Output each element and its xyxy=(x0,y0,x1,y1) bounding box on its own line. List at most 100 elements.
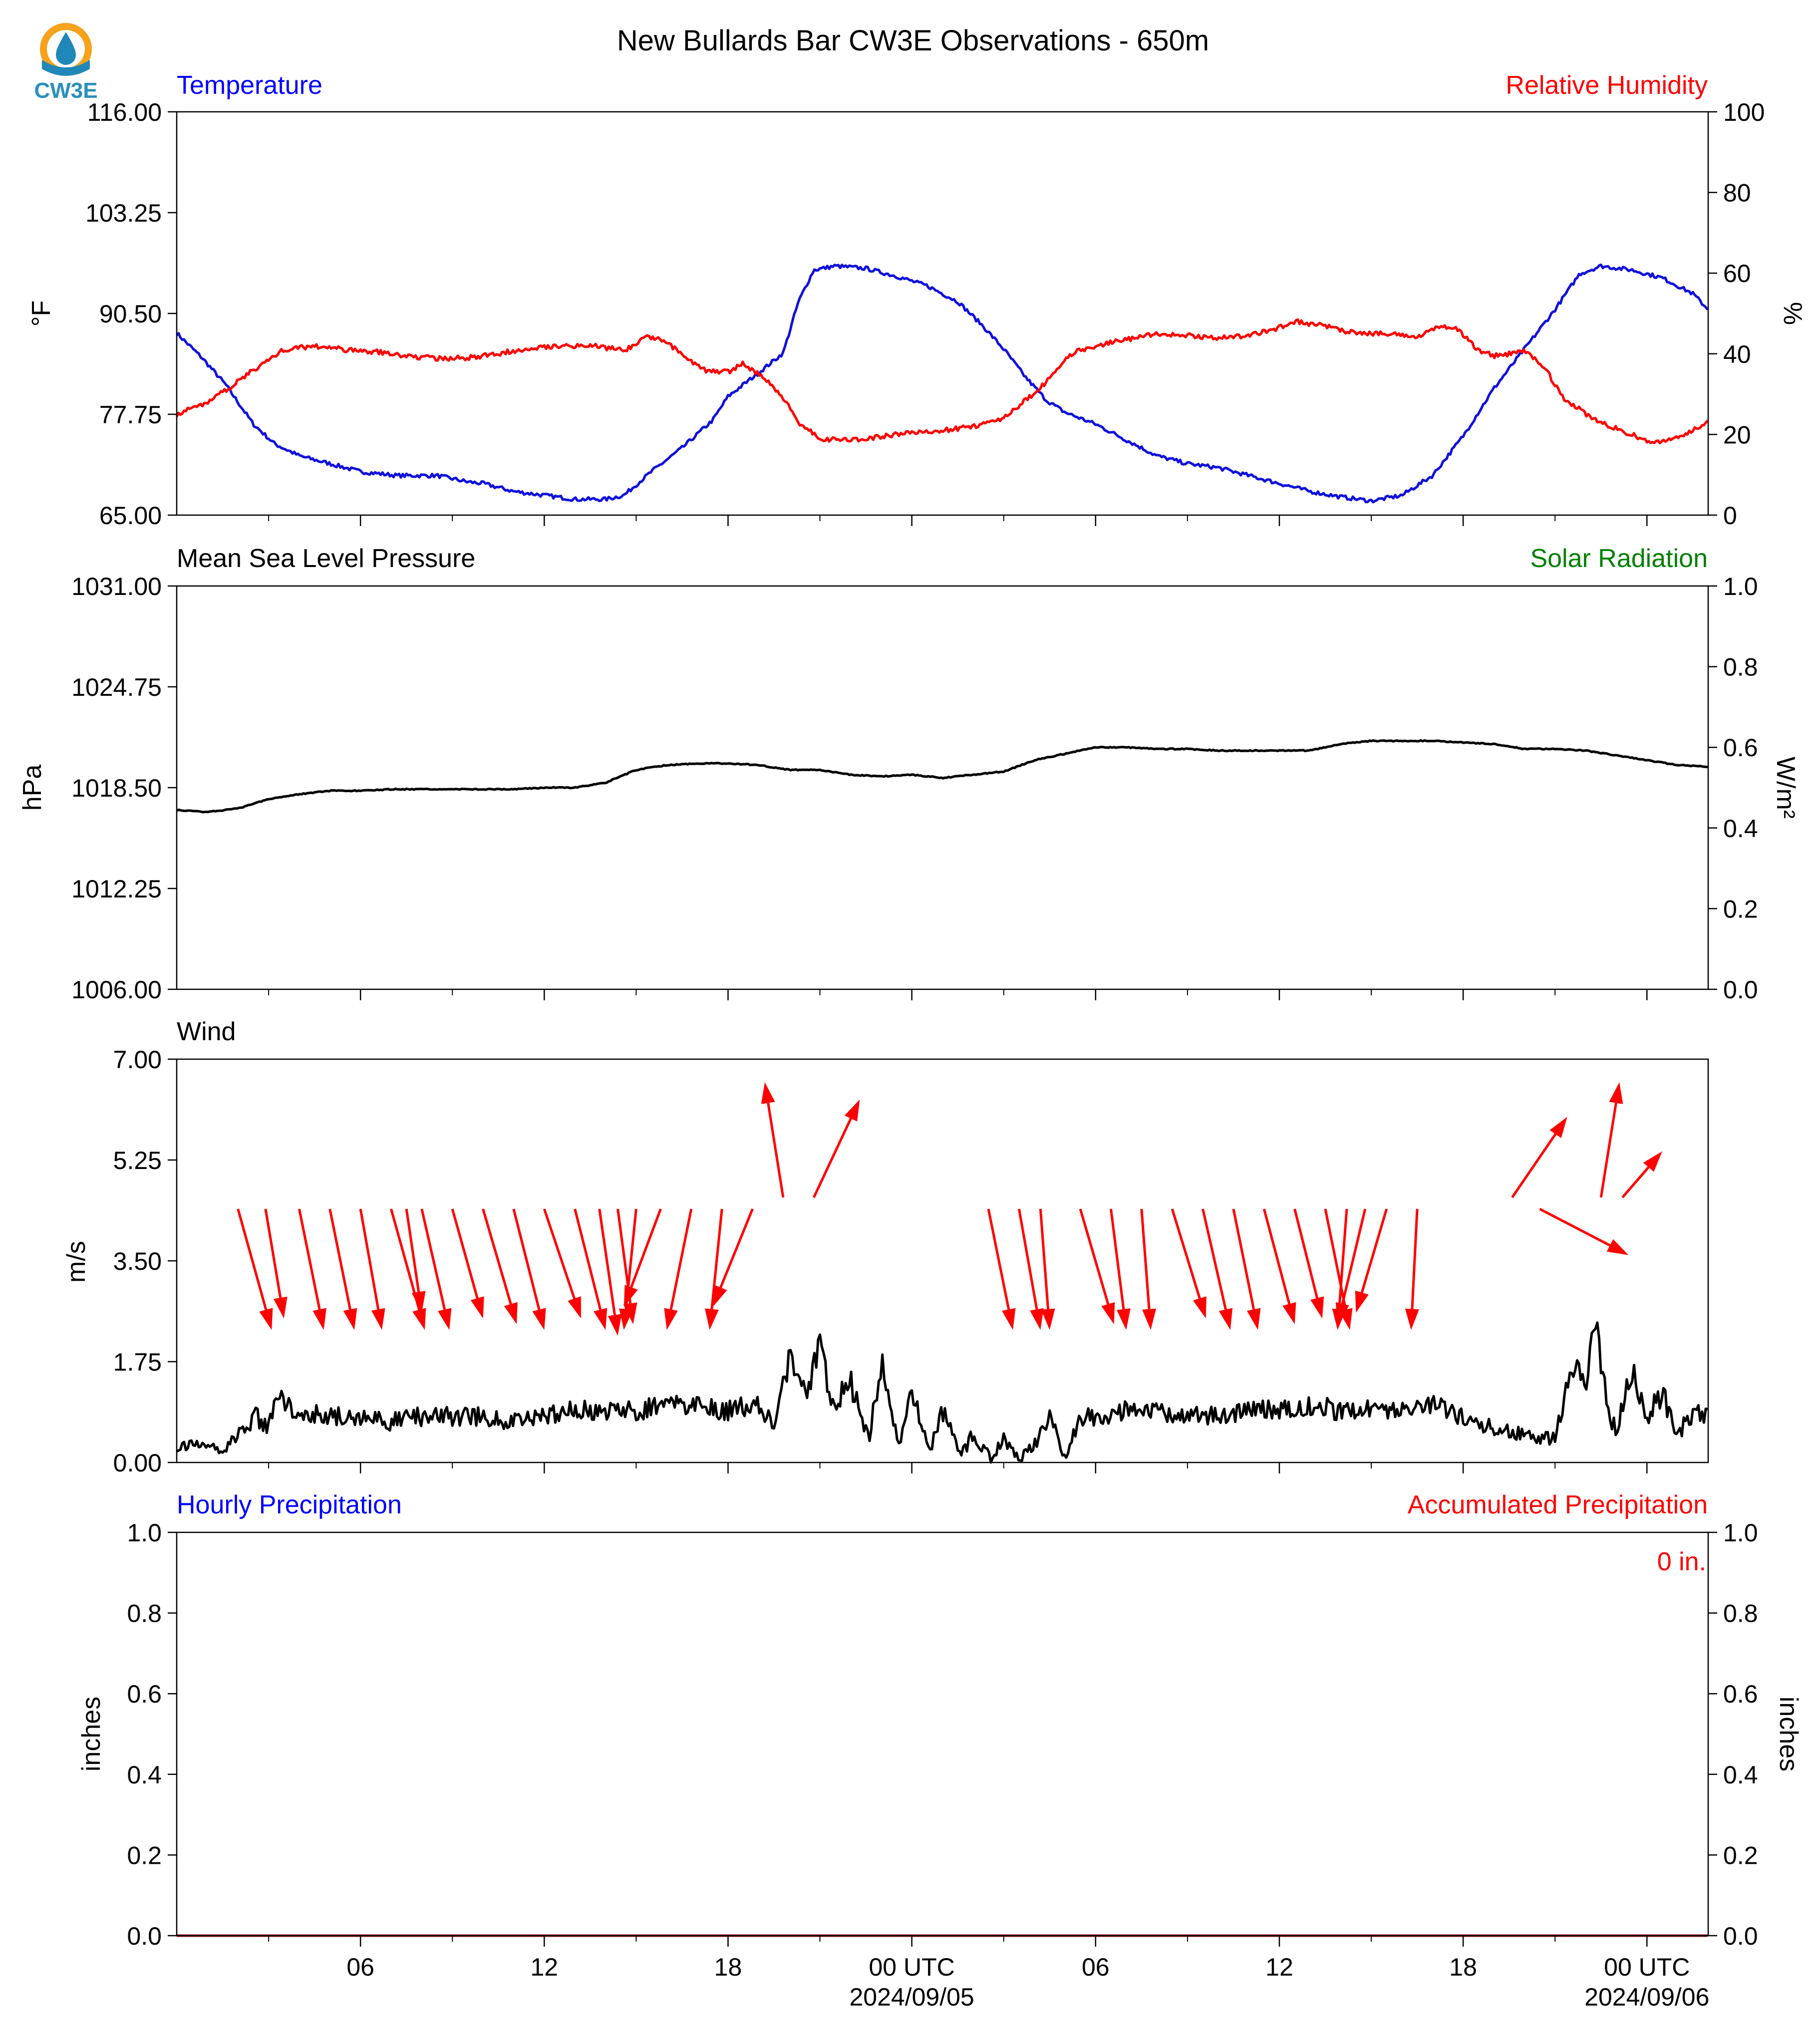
y-tick-label-left: 77.75 xyxy=(99,401,162,429)
wind-arrow-head xyxy=(623,1285,638,1307)
wind-arrow-shaft xyxy=(1079,1208,1110,1305)
wind-arrow xyxy=(1621,1151,1662,1198)
wind-arrow-head xyxy=(343,1308,357,1330)
wind-arrow xyxy=(237,1208,273,1330)
wind-arrow-shaft xyxy=(574,1208,602,1310)
plot-frame xyxy=(176,111,1709,516)
wind-arrow-head xyxy=(1101,1302,1115,1324)
wind-arrow-shaft xyxy=(813,1118,852,1198)
wind-arrow-shaft xyxy=(405,1208,420,1292)
cw3e-logo: CW3E xyxy=(34,23,98,103)
x-tick-label: 12 xyxy=(531,1953,559,1981)
y-tick-label-left: 1031.00 xyxy=(71,573,162,600)
y-tick-label-right: 100 xyxy=(1723,98,1765,126)
y-tick-label-left: 103.25 xyxy=(85,199,162,227)
accumulated-total-label: 0 in. xyxy=(1657,1547,1706,1576)
wind-arrow-head xyxy=(412,1308,426,1330)
y-tick-label-right: 0.4 xyxy=(1723,1761,1758,1789)
x-tick-label: 12 xyxy=(1265,1953,1293,1981)
wind-arrow-shaft xyxy=(719,1208,754,1288)
wind-arrow-shaft xyxy=(1360,1208,1388,1293)
wind-arrow-shaft xyxy=(630,1208,662,1288)
y-tick-label-right: 0.6 xyxy=(1723,734,1758,762)
wind-arrow-head xyxy=(619,1308,633,1330)
y-axis-label-left: m/s xyxy=(62,1241,91,1283)
wind-arrow-shaft xyxy=(328,1208,352,1310)
wind-arrow xyxy=(664,1208,693,1330)
x-tick-label: 00 UTC xyxy=(1604,1953,1690,1981)
y-tick-labels-left: 0.0 0.2 0.4 0.6 0.8 1.0 xyxy=(127,1519,177,1950)
panel-title-right: Solar Radiation xyxy=(1530,544,1708,573)
y-tick-labels-right: 0.0 0.2 0.4 0.6 0.8 1.0 xyxy=(1708,573,1758,1004)
wind-arrow-shaft xyxy=(598,1208,616,1315)
wind-arrow-shaft xyxy=(264,1208,282,1298)
x-tick-label: 18 xyxy=(714,1953,742,1981)
wind-arrow xyxy=(298,1208,326,1330)
y-tick-label-right: 0 xyxy=(1723,502,1737,530)
wind-arrow-head xyxy=(1218,1308,1233,1330)
panel-pressure-solar: Mean Sea Level Pressure Solar Radiation … xyxy=(18,544,1800,1004)
y-tick-label-left: 5.25 xyxy=(113,1147,162,1174)
wind-arrow xyxy=(987,1208,1016,1330)
wind-arrow-shaft xyxy=(1621,1166,1650,1198)
wind-arrow-head xyxy=(704,1308,719,1330)
panel-temperature-humidity: Temperature Relative Humidity 65.00 77.75… xyxy=(27,71,1807,530)
wind-arrow xyxy=(813,1099,860,1198)
series-group xyxy=(176,739,1708,814)
x-ticks xyxy=(268,1462,1648,1473)
y-tick-label-right: 1.0 xyxy=(1723,573,1758,600)
x-ticks xyxy=(268,989,1648,1000)
y-axis-label-left: hPa xyxy=(18,765,47,811)
wind-arrow xyxy=(328,1208,357,1330)
wind-arrow-shaft xyxy=(420,1208,446,1310)
wind-vectors xyxy=(237,1082,1662,1336)
x-ticks xyxy=(268,515,1648,526)
y-axis-label-right: % xyxy=(1778,302,1807,325)
y-tick-label-right: 0.0 xyxy=(1723,976,1758,1004)
wind-arrow xyxy=(1262,1208,1296,1324)
y-tick-label-left: 1024.75 xyxy=(71,673,162,701)
wind-arrow-head xyxy=(1030,1308,1044,1330)
wind-arrow-head xyxy=(1549,1117,1567,1139)
plot-frame xyxy=(176,1531,1709,1937)
panel-title-right: Relative Humidity xyxy=(1506,71,1708,100)
wind-arrow-head xyxy=(594,1308,607,1330)
wind-arrow-shaft xyxy=(1293,1208,1319,1299)
wind-arrow-shaft xyxy=(543,1208,576,1299)
wind-arrow xyxy=(574,1208,607,1330)
y-tick-label-left: 1006.00 xyxy=(71,976,162,1004)
panel-wind: Wind 0.00 1.75 3.50 5.25 7.00 m/s xyxy=(62,1017,1709,1477)
wind-arrow xyxy=(405,1208,426,1313)
panel-title-left: Hourly Precipitation xyxy=(177,1490,402,1519)
wind-arrow xyxy=(264,1208,288,1319)
wind-arrow xyxy=(1511,1117,1567,1198)
wind-arrow xyxy=(623,1208,662,1307)
wind-arrow-head xyxy=(1643,1151,1662,1172)
wind-arrow-head xyxy=(1405,1308,1419,1330)
wind-arrow xyxy=(1109,1208,1131,1330)
wind-arrow-shaft xyxy=(1411,1208,1419,1309)
wind-arrow xyxy=(543,1208,581,1319)
wind-arrow-head xyxy=(532,1308,546,1330)
wind-arrow-shaft xyxy=(1338,1208,1348,1309)
x-date-label: 2024/09/06 xyxy=(1584,1983,1709,2011)
y-tick-label-right: 60 xyxy=(1723,260,1751,288)
wind-arrow-head xyxy=(607,1314,622,1336)
wind-arrow xyxy=(1232,1208,1261,1330)
y-axis-label-right: W/m² xyxy=(1771,757,1800,819)
wind-arrow xyxy=(512,1208,546,1330)
y-tick-label-left: 0.00 xyxy=(113,1449,162,1477)
y-axis-label-left: °F xyxy=(27,300,56,327)
wind-arrow-head xyxy=(259,1308,273,1330)
wind-arrow-shaft xyxy=(1262,1208,1291,1305)
wind-arrow-shaft xyxy=(298,1208,321,1310)
wind-arrow-shaft xyxy=(237,1208,268,1310)
panel-title-left: Mean Sea Level Pressure xyxy=(177,544,475,573)
wind-arrow-head xyxy=(1282,1302,1296,1324)
wind-arrow-head xyxy=(1355,1290,1369,1313)
plot-frame xyxy=(176,585,1709,990)
wind-arrow-head xyxy=(371,1308,385,1330)
wind-arrow-head xyxy=(1246,1308,1261,1330)
series-line xyxy=(176,739,1708,814)
